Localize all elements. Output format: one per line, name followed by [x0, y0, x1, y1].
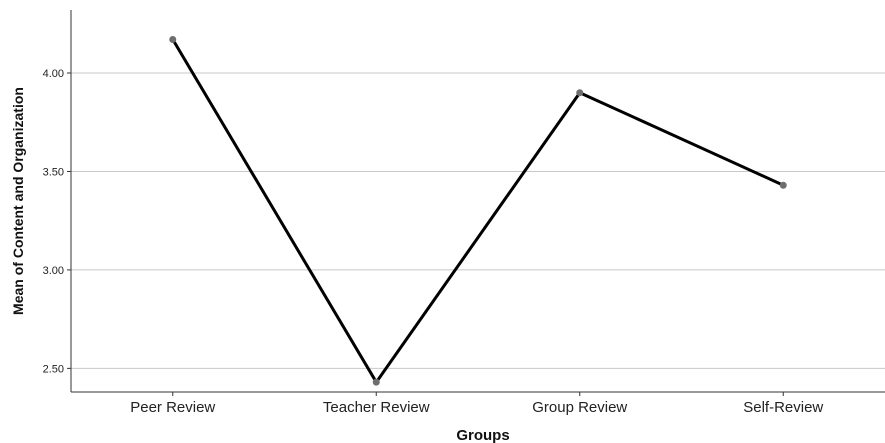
markers	[169, 36, 787, 386]
x-tick-labels: Peer Review Teacher Review Group Review Sel…	[130, 392, 823, 416]
data-point	[372, 378, 380, 386]
y-tick-label: 2.50	[43, 363, 64, 375]
y-tick-labels: 2.50 3.00 3.50 4.00	[43, 68, 64, 375]
y-axis-title: Mean of Content and Organization	[10, 87, 26, 315]
x-tick-label: Teacher Review	[323, 399, 430, 416]
data-point	[779, 181, 787, 189]
series-line	[171, 38, 785, 384]
y-tick-label: 3.50	[43, 166, 64, 178]
x-tick-label: Self-Review	[743, 399, 823, 416]
axes	[70, 10, 885, 393]
series	[171, 38, 785, 384]
x-axis-title: Groups	[456, 427, 509, 443]
x-tick-label: Peer Review	[130, 399, 215, 416]
data-point	[576, 89, 584, 97]
x-tick-label: Group Review	[532, 399, 627, 416]
y-tick-label: 3.00	[43, 265, 64, 277]
data-point	[169, 36, 177, 44]
y-tick-label: 4.00	[43, 68, 64, 80]
gridlines	[67, 72, 885, 369]
